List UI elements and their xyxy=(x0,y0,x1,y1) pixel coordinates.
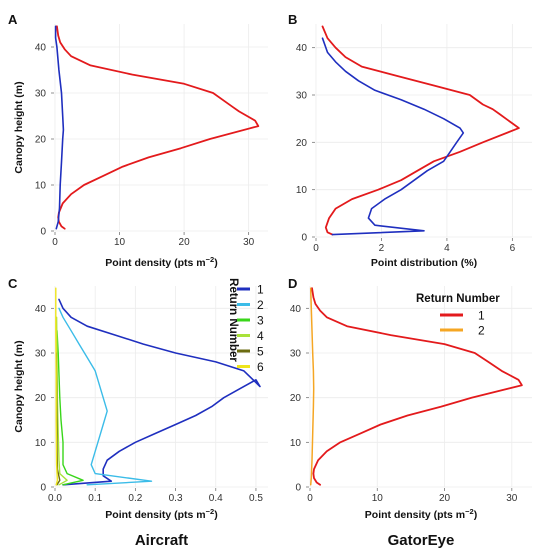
series-line-3 xyxy=(56,330,84,486)
x-tick-label: 10 xyxy=(114,237,126,248)
legend: Return Number 12 34 56 xyxy=(227,278,264,374)
series-line-2 xyxy=(54,25,65,230)
x-axis-label-close: ) xyxy=(214,257,218,269)
panel-c: 0 10 20 30 40 0.0 0.1 0.2 0.3 0.4 0.5 C Point densit… xyxy=(8,276,268,549)
x-axis-label: Point distribution (%) xyxy=(371,257,477,269)
x-tick-label: 30 xyxy=(506,493,518,504)
x-axis-label-exponent: −2 xyxy=(206,507,215,516)
legend-entry-1: 1 xyxy=(478,309,485,323)
legend: Return Number 12 xyxy=(416,293,500,338)
x-axis-label-text: Point density (pts m xyxy=(105,509,205,521)
x-tick-label: 10 xyxy=(372,493,384,504)
legend-entry-4: 4 xyxy=(257,329,264,343)
legend-entry-5: 5 xyxy=(257,345,264,359)
y-tick-label: 0 xyxy=(301,233,307,244)
y-tick-label: 0 xyxy=(40,227,46,238)
x-tick-label: 0.1 xyxy=(88,493,102,504)
y-tick-label: 30 xyxy=(35,349,47,360)
x-axis-label-text: Point density (pts m xyxy=(365,509,465,521)
x-tick-label: 0 xyxy=(52,237,58,248)
series-line-1 xyxy=(56,25,260,230)
x-axis-label: Point density (pts m−2) xyxy=(105,255,217,270)
x-tick-label: 0 xyxy=(313,243,319,254)
x-axis-label-close: ) xyxy=(214,509,218,521)
series-line-1 xyxy=(311,287,523,486)
legend-entry-2: 2 xyxy=(257,298,264,312)
y-tick-label: 10 xyxy=(296,185,308,196)
x-tick-label: 30 xyxy=(243,237,255,248)
x-tick-label: 0.2 xyxy=(128,493,142,504)
x-axis-label-close: ) xyxy=(474,509,478,521)
y-tick-label: 10 xyxy=(35,438,47,449)
x-tick-label: 4 xyxy=(444,243,450,254)
y-tick-label: 40 xyxy=(35,304,47,315)
legend-entry-1: 1 xyxy=(257,283,264,297)
series-line-6 xyxy=(55,287,59,486)
panel-label-c: C xyxy=(8,276,18,291)
y-tick-label: 20 xyxy=(35,135,47,146)
y-tick-label: 40 xyxy=(290,304,302,315)
series-line-2 xyxy=(309,287,315,486)
y-tick-label: 40 xyxy=(35,43,47,54)
y-tick-label: 40 xyxy=(296,43,308,54)
x-tick-label: 0.3 xyxy=(169,493,183,504)
series-line-2 xyxy=(321,37,465,236)
series-line-4 xyxy=(55,316,68,486)
y-axis-label: Canopy height (m) xyxy=(13,340,25,432)
panel-label-d: D xyxy=(288,276,297,291)
legend-title: Return Number xyxy=(227,278,239,362)
x-tick-label: 20 xyxy=(179,237,191,248)
y-tick-label: 30 xyxy=(35,89,47,100)
legend-entry-2: 2 xyxy=(478,324,485,338)
panel-b: 0 10 20 30 40 0 2 4 6 B Point distribution (%) xyxy=(288,12,532,269)
x-axis-label: Point density (pts m−2) xyxy=(105,507,217,522)
x-axis-label-exponent: −2 xyxy=(465,507,474,516)
y-tick-label: 30 xyxy=(290,349,302,360)
y-tick-label: 20 xyxy=(290,393,302,404)
x-tick-label: 2 xyxy=(379,243,385,254)
x-axis-label-exponent: −2 xyxy=(206,255,215,264)
panel-caption-c: Aircraft xyxy=(135,532,188,549)
y-tick-label: 10 xyxy=(290,438,302,449)
panel-caption-d: GatorEye xyxy=(388,532,455,549)
x-tick-label: 0.0 xyxy=(48,493,62,504)
x-axis-label-text: Point density (pts m xyxy=(105,257,205,269)
y-tick-label: 0 xyxy=(40,483,46,494)
series-line-2 xyxy=(58,307,153,486)
y-tick-label: 20 xyxy=(296,138,308,149)
panel-a: 0 10 20 30 40 0 10 20 30 A Point density (pts m−2)… xyxy=(8,12,268,269)
panel-label-a: A xyxy=(8,12,18,27)
x-tick-label: 20 xyxy=(439,493,451,504)
y-tick-label: 10 xyxy=(35,181,47,192)
y-axis-label: Canopy height (m) xyxy=(13,81,25,173)
y-tick-label: 0 xyxy=(295,483,301,494)
panel-d: 0 10 20 30 40 0 10 20 30 D Point density (pts m−2)… xyxy=(288,276,532,549)
legend-entry-3: 3 xyxy=(257,314,264,328)
y-tick-label: 20 xyxy=(35,393,47,404)
legend-title: Return Number xyxy=(416,293,500,305)
x-axis-label: Point density (pts m−2) xyxy=(365,507,477,522)
x-tick-label: 0.5 xyxy=(249,493,263,504)
panel-label-b: B xyxy=(288,12,297,27)
x-tick-label: 0.4 xyxy=(209,493,223,504)
series-line-1 xyxy=(321,25,520,236)
legend-entry-6: 6 xyxy=(257,360,264,374)
x-tick-label: 0 xyxy=(307,493,313,504)
y-tick-label: 30 xyxy=(296,91,308,102)
series-line-1 xyxy=(58,298,261,486)
x-tick-label: 6 xyxy=(510,243,516,254)
